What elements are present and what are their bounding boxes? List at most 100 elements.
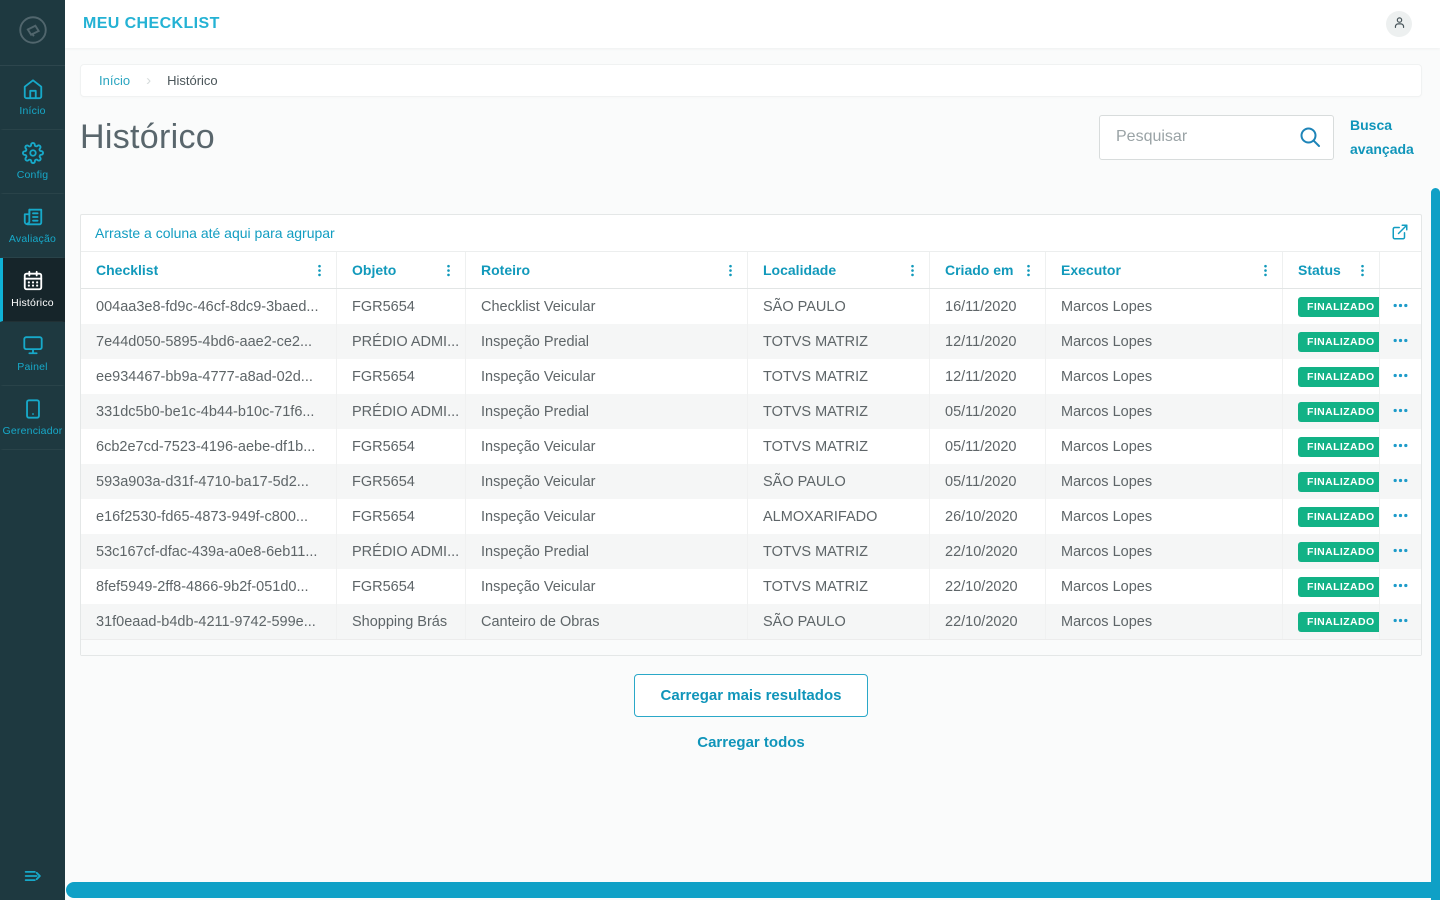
cell-objeto: FGR5654 (337, 464, 466, 499)
cell-executor: Marcos Lopes (1046, 464, 1283, 499)
topbar: MEU CHECKLIST (65, 0, 1440, 48)
sidebar-expand-button[interactable] (0, 865, 65, 890)
column-menu-icon[interactable] (723, 263, 738, 278)
search-icon[interactable] (1298, 125, 1322, 154)
cell-objeto: Shopping Brás (337, 604, 466, 639)
table-row[interactable]: 6cb2e7cd-7523-4196-aebe-df1b... FGR5654 … (81, 429, 1421, 464)
export-button[interactable] (1391, 223, 1409, 244)
sidebar-item-inicio[interactable]: Início (0, 66, 65, 130)
table-row[interactable]: 8fef5949-2ff8-4866-9b2f-051d0... FGR5654… (81, 569, 1421, 604)
column-menu-icon[interactable] (312, 263, 327, 278)
cell-actions (1380, 499, 1421, 534)
row-actions-button[interactable] (1388, 608, 1413, 636)
review-icon (22, 206, 44, 228)
column-header-objeto[interactable]: Objeto (337, 252, 466, 288)
sidebar-item-historico[interactable]: Histórico (0, 258, 65, 322)
cell-checklist: 6cb2e7cd-7523-4196-aebe-df1b... (81, 429, 337, 464)
row-actions-button[interactable] (1388, 503, 1413, 531)
cell-localidade: TOTVS MATRIZ (748, 429, 930, 464)
row-actions-button[interactable] (1388, 328, 1413, 356)
cell-criado-em: 12/11/2020 (930, 324, 1046, 359)
table-footer-strip (81, 639, 1421, 655)
cell-checklist: 31f0eaad-b4db-4211-9742-599e... (81, 604, 337, 639)
column-header-roteiro[interactable]: Roteiro (466, 252, 748, 288)
cell-checklist: e16f2530-fd65-4873-949f-c800... (81, 499, 337, 534)
cell-status: FINALIZADO (1283, 534, 1380, 569)
history-table: Arraste a coluna até aqui para agrupar C… (80, 214, 1422, 656)
ellipsis-icon (1392, 577, 1409, 597)
cell-criado-em: 22/10/2020 (930, 534, 1046, 569)
status-badge: FINALIZADO (1298, 506, 1379, 527)
column-menu-icon[interactable] (905, 263, 920, 278)
cell-status: FINALIZADO (1283, 569, 1380, 604)
table-row[interactable]: ee934467-bb9a-4777-a8ad-02d... FGR5654 I… (81, 359, 1421, 394)
group-drop-zone[interactable]: Arraste a coluna até aqui para agrupar (81, 215, 1421, 252)
row-actions-button[interactable] (1388, 398, 1413, 426)
row-actions-button[interactable] (1388, 468, 1413, 496)
row-actions-button[interactable] (1388, 538, 1413, 566)
table-row[interactable]: 53c167cf-dfac-439a-a0e8-6eb11... PRÉDIO … (81, 534, 1421, 569)
row-actions-button[interactable] (1388, 573, 1413, 601)
row-actions-button[interactable] (1388, 293, 1413, 321)
sidebar-nav: Início Config Avaliação Histórico Painel… (0, 66, 65, 450)
column-menu-icon[interactable] (1258, 263, 1273, 278)
cell-roteiro: Inspeção Veicular (466, 429, 748, 464)
sidebar-item-painel[interactable]: Painel (0, 322, 65, 386)
load-all-link[interactable]: Carregar todos (697, 734, 805, 751)
sidebar: Início Config Avaliação Histórico Painel… (0, 0, 65, 900)
breadcrumb-separator-icon: › (146, 72, 152, 89)
tablet-icon (22, 398, 44, 420)
row-actions-button[interactable] (1388, 433, 1413, 461)
cell-executor: Marcos Lopes (1046, 289, 1283, 324)
monitor-icon (22, 334, 44, 356)
cell-status: FINALIZADO (1283, 604, 1380, 639)
column-menu-icon[interactable] (1355, 263, 1370, 278)
cell-criado-em: 22/10/2020 (930, 569, 1046, 604)
cell-actions (1380, 534, 1421, 569)
table-row[interactable]: 593a903a-d31f-4710-ba17-5d2... FGR5654 I… (81, 464, 1421, 499)
advanced-search-link[interactable]: Busca avançada (1350, 117, 1414, 157)
column-header-executor[interactable]: Executor (1046, 252, 1283, 288)
app-logo[interactable] (0, 0, 65, 66)
search-input[interactable] (1099, 114, 1334, 160)
table-row[interactable]: 7e44d050-5895-4bd6-aae2-ce2... PRÉDIO AD… (81, 324, 1421, 359)
column-header-checklist[interactable]: Checklist (81, 252, 337, 288)
user-avatar[interactable] (1386, 11, 1412, 37)
cell-checklist: 7e44d050-5895-4bd6-aae2-ce2... (81, 324, 337, 359)
table-row[interactable]: 31f0eaad-b4db-4211-9742-599e... Shopping… (81, 604, 1421, 639)
row-actions-button[interactable] (1388, 363, 1413, 391)
cell-criado-em: 05/11/2020 (930, 394, 1046, 429)
cell-roteiro: Inspeção Predial (466, 534, 748, 569)
cell-roteiro: Checklist Veicular (466, 289, 748, 324)
sidebar-item-avaliacao[interactable]: Avaliação (0, 194, 65, 258)
user-icon (1393, 16, 1406, 32)
column-header-criado-em[interactable]: Criado em (930, 252, 1046, 288)
horizontal-scrollbar[interactable] (66, 882, 1440, 898)
sidebar-item-config[interactable]: Config (0, 130, 65, 194)
status-badge: FINALIZADO (1298, 366, 1379, 387)
cell-localidade: SÃO PAULO (748, 604, 930, 639)
cell-actions (1380, 324, 1421, 359)
cell-actions (1380, 569, 1421, 604)
ellipsis-icon (1392, 612, 1409, 632)
cell-criado-em: 16/11/2020 (930, 289, 1046, 324)
status-badge: FINALIZADO (1298, 576, 1379, 597)
breadcrumb-inicio[interactable]: Início (99, 73, 131, 88)
cell-status: FINALIZADO (1283, 464, 1380, 499)
vertical-scrollbar[interactable] (1431, 188, 1440, 900)
column-header-localidade[interactable]: Localidade (748, 252, 930, 288)
table-row[interactable]: 331dc5b0-be1c-4b44-b10c-71f6... PRÉDIO A… (81, 394, 1421, 429)
cell-localidade: TOTVS MATRIZ (748, 394, 930, 429)
sidebar-item-gerenciador[interactable]: Gerenciador (0, 386, 65, 450)
status-badge: FINALIZADO (1298, 331, 1379, 352)
column-header-status[interactable]: Status (1283, 252, 1380, 288)
table-row[interactable]: e16f2530-fd65-4873-949f-c800... FGR5654 … (81, 499, 1421, 534)
load-more-button[interactable]: Carregar mais resultados (633, 674, 869, 717)
cell-executor: Marcos Lopes (1046, 394, 1283, 429)
table-row[interactable]: 004aa3e8-fd9c-46cf-8dc9-3baed... FGR5654… (81, 289, 1421, 324)
group-hint-label: Arraste a coluna até aqui para agrupar (95, 225, 335, 241)
column-menu-icon[interactable] (441, 263, 456, 278)
cell-status: FINALIZADO (1283, 359, 1380, 394)
column-menu-icon[interactable] (1021, 263, 1036, 278)
cell-localidade: ALMOXARIFADO (748, 499, 930, 534)
